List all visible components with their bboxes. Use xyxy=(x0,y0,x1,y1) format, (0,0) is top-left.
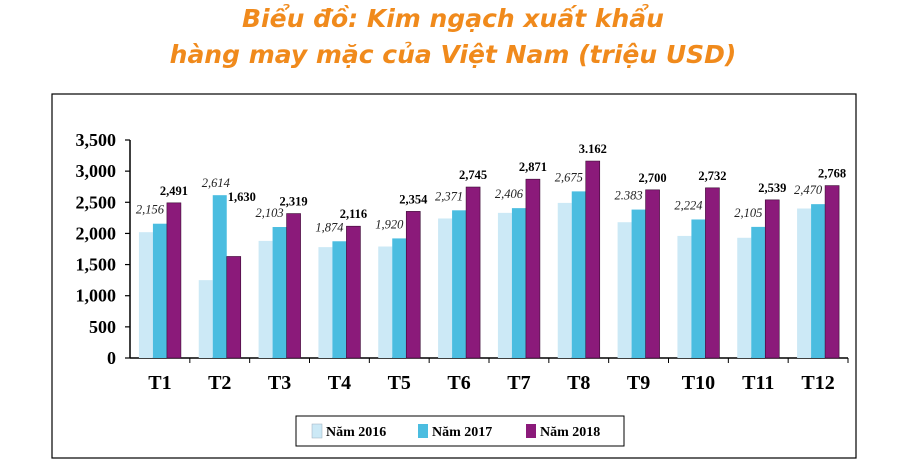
legend-swatch-2 xyxy=(418,424,428,438)
data-label-2018-t5: 2,354 xyxy=(399,192,428,206)
y-tick-label: 500 xyxy=(89,317,116,337)
bar-năm-2018-t4 xyxy=(346,225,361,359)
data-label-2018-t1: 2,491 xyxy=(160,184,188,198)
data-label-2018-t8: 3.162 xyxy=(579,142,607,156)
bar-năm-2018-t6 xyxy=(465,186,481,359)
data-label-2017-t10: 2,224 xyxy=(674,198,702,212)
x-tick-label: T1 xyxy=(148,372,171,394)
data-label-2018-t11: 2,539 xyxy=(758,181,786,195)
data-label-2017-t8: 2,675 xyxy=(555,170,583,184)
bar-năm-2016-t10 xyxy=(677,235,692,358)
x-tick-label: T8 xyxy=(567,372,590,394)
legend-label-1: Năm 2016 xyxy=(326,425,386,440)
bar-năm-2018-t8 xyxy=(585,160,601,359)
bar-năm-2017-t5 xyxy=(392,238,407,358)
bar-năm-2016-t5 xyxy=(378,246,393,358)
bar-năm-2016-t6 xyxy=(438,218,453,358)
bar-năm-2018-t9 xyxy=(645,189,660,359)
bar-năm-2017-t10 xyxy=(691,219,706,358)
x-tick-label: T12 xyxy=(801,372,834,394)
data-label-2017-t1: 2,156 xyxy=(136,203,165,217)
bar-năm-2017-t8 xyxy=(571,191,586,358)
chart-frame xyxy=(51,93,857,459)
y-tick-label: 3,000 xyxy=(76,161,117,181)
data-label-2018-t9: 2,700 xyxy=(639,171,667,185)
bar-năm-2018-t5 xyxy=(405,211,421,359)
data-label-2017-t5: 1,920 xyxy=(375,217,404,231)
x-tick-label: T4 xyxy=(328,372,351,394)
y-tick-label: 2,500 xyxy=(76,192,117,212)
bar-năm-2017-t6 xyxy=(452,210,467,358)
bar-năm-2016-t3 xyxy=(258,240,273,358)
bar-năm-2016-t11 xyxy=(737,237,752,358)
y-tick-label: 2,000 xyxy=(76,223,117,243)
data-label-2017-t6: 2,371 xyxy=(435,189,463,203)
chart-title-line-2: hàng may mặc của Việt Nam (triệu USD) xyxy=(169,40,737,69)
bar-năm-2018-t1 xyxy=(166,202,182,359)
bar-năm-2018-t10 xyxy=(705,187,720,359)
data-label-2017-t11: 2,105 xyxy=(734,206,762,220)
x-tick-label: T11 xyxy=(742,372,774,394)
legend-box xyxy=(295,415,625,447)
y-tick-label: 1,000 xyxy=(76,286,117,306)
bar-năm-2018-t12 xyxy=(824,185,840,359)
x-tick-label: T7 xyxy=(507,372,530,394)
data-label-2018-t2: 1,630 xyxy=(228,190,256,204)
bar-năm-2017-t3 xyxy=(272,227,287,358)
legend-swatch-3 xyxy=(526,424,536,438)
data-label-2017-t9: 2.383 xyxy=(615,189,643,203)
legend-label-2: Năm 2017 xyxy=(432,425,492,440)
bar-năm-2016-t9 xyxy=(617,222,632,358)
x-tick-label: T9 xyxy=(627,372,650,394)
legend-swatch-1 xyxy=(311,423,323,439)
bar-năm-2018-t7 xyxy=(525,178,541,359)
data-label-2018-t3: 2,319 xyxy=(280,195,308,209)
bar-năm-2018-t11 xyxy=(764,199,780,359)
data-label-2018-t7: 2,871 xyxy=(519,160,547,174)
bar-năm-2016-t12 xyxy=(797,208,812,358)
data-label-2018-t4: 2,116 xyxy=(340,207,367,221)
x-tick-label: T5 xyxy=(388,372,411,394)
bar-năm-2017-t7 xyxy=(511,208,526,358)
data-label-2017-t2: 2,614 xyxy=(202,176,230,190)
bar-năm-2016-t1 xyxy=(138,232,153,358)
bar-năm-2017-t4 xyxy=(332,241,347,358)
y-tick-label: 1,500 xyxy=(76,255,117,275)
data-label-2018-t6: 2,745 xyxy=(459,168,487,182)
bar-năm-2018-t2 xyxy=(226,256,242,359)
data-label-2018-t10: 2,732 xyxy=(698,169,726,183)
data-label-2017-t3: 2,103 xyxy=(256,206,284,220)
bar-năm-2016-t2 xyxy=(198,280,213,358)
bar-năm-2017-t11 xyxy=(751,226,766,358)
x-tick-label: T10 xyxy=(682,372,715,394)
bar-năm-2017-t1 xyxy=(152,223,167,358)
data-label-2017-t7: 2,406 xyxy=(495,187,524,201)
data-label-2018-t12: 2,768 xyxy=(818,167,846,181)
data-label-2017-t4: 1,874 xyxy=(315,220,343,234)
bar-năm-2016-t4 xyxy=(318,247,333,358)
x-tick-label: T6 xyxy=(447,372,470,394)
y-tick-label: 0 xyxy=(107,348,116,368)
y-tick-label: 3,500 xyxy=(76,130,117,150)
bar-năm-2016-t7 xyxy=(497,212,512,358)
bar-năm-2017-t12 xyxy=(811,204,826,358)
x-tick-label: T2 xyxy=(208,372,231,394)
bar-năm-2017-t9 xyxy=(631,209,646,358)
chart-title-line-1: Biểu đồ: Kim ngạch xuất khẩu xyxy=(242,4,664,33)
bar-năm-2016-t8 xyxy=(557,202,572,358)
bar-năm-2018-t3 xyxy=(286,213,301,359)
x-tick-label: T3 xyxy=(268,372,291,394)
legend-label-3: Năm 2018 xyxy=(540,425,600,440)
bar-năm-2017-t2 xyxy=(212,195,227,358)
data-label-2017-t12: 2,470 xyxy=(794,183,823,197)
